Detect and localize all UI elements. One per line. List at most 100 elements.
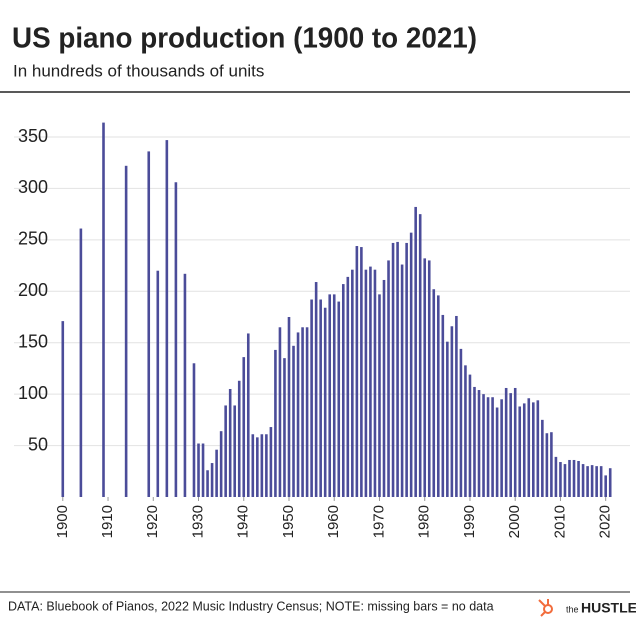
bar bbox=[287, 317, 291, 497]
bar bbox=[102, 122, 105, 497]
bar bbox=[432, 289, 436, 497]
bar bbox=[541, 419, 544, 497]
bar bbox=[260, 434, 264, 497]
bar bbox=[554, 456, 558, 497]
bar bbox=[436, 295, 440, 497]
bar bbox=[604, 475, 607, 497]
bar bbox=[572, 459, 576, 497]
bar bbox=[391, 242, 395, 497]
bar bbox=[409, 232, 413, 497]
bar bbox=[595, 466, 598, 497]
bar bbox=[310, 299, 313, 497]
bar bbox=[378, 294, 381, 497]
bar bbox=[550, 432, 553, 497]
bar bbox=[305, 327, 309, 497]
bar bbox=[165, 140, 169, 498]
bar bbox=[197, 443, 200, 497]
bar bbox=[124, 165, 128, 498]
source-note: DATA: Bluebook of Pianos, 2022 Music Ind… bbox=[8, 599, 494, 613]
y-tick-label: 250 bbox=[18, 229, 48, 249]
bar bbox=[256, 437, 259, 497]
bar bbox=[527, 398, 531, 497]
bar bbox=[233, 405, 237, 497]
x-tick-label: 1960 bbox=[325, 505, 342, 538]
bar bbox=[577, 461, 580, 497]
brand-prefix: the bbox=[566, 604, 579, 614]
y-tick-label: 150 bbox=[18, 331, 48, 351]
bar bbox=[414, 206, 417, 497]
x-tick-label: 1900 bbox=[54, 505, 71, 538]
bar bbox=[536, 400, 540, 497]
bar bbox=[341, 284, 345, 497]
bar bbox=[581, 464, 585, 497]
bar bbox=[382, 279, 386, 497]
bar bbox=[147, 151, 151, 497]
bar bbox=[473, 386, 476, 497]
bar bbox=[586, 466, 589, 497]
x-tick-label: 1980 bbox=[416, 505, 433, 538]
bar bbox=[559, 462, 562, 497]
bar bbox=[210, 463, 214, 497]
bar bbox=[206, 470, 209, 497]
bar bbox=[491, 397, 494, 497]
bar bbox=[301, 327, 304, 497]
bar bbox=[455, 315, 458, 497]
bar bbox=[224, 405, 227, 497]
bar bbox=[283, 358, 286, 497]
bar bbox=[337, 301, 341, 497]
bar bbox=[355, 246, 359, 497]
bar bbox=[518, 406, 522, 497]
bar bbox=[504, 387, 508, 497]
bar bbox=[296, 332, 300, 497]
bar bbox=[495, 407, 499, 497]
bar bbox=[246, 333, 250, 497]
brand-name: HUSTLE bbox=[581, 600, 636, 616]
bar bbox=[369, 266, 372, 497]
bar bbox=[509, 393, 512, 497]
y-tick-label: 300 bbox=[18, 177, 48, 197]
y-tick-label: 50 bbox=[28, 434, 48, 454]
bar bbox=[441, 314, 445, 497]
bar bbox=[482, 394, 485, 497]
bar bbox=[319, 299, 322, 497]
bar bbox=[486, 397, 490, 497]
bar bbox=[242, 357, 246, 497]
bar bbox=[251, 434, 255, 497]
bar bbox=[446, 341, 449, 497]
x-tick-label: 1920 bbox=[144, 505, 161, 538]
bar bbox=[477, 390, 481, 497]
bar bbox=[599, 466, 603, 497]
x-tick-label: 1910 bbox=[99, 505, 116, 538]
bar bbox=[346, 276, 350, 497]
bar bbox=[568, 459, 571, 497]
bar bbox=[274, 349, 277, 497]
bar bbox=[269, 427, 273, 497]
bar bbox=[459, 348, 463, 497]
y-tick-label: 100 bbox=[18, 383, 48, 403]
bar bbox=[314, 282, 318, 497]
x-tick-label: 1940 bbox=[235, 505, 252, 538]
bar bbox=[292, 345, 295, 497]
x-tick-label: 1950 bbox=[280, 505, 297, 538]
bar bbox=[219, 431, 223, 497]
bar bbox=[418, 214, 422, 497]
bar bbox=[450, 326, 454, 497]
bar bbox=[192, 363, 196, 497]
bar bbox=[513, 387, 517, 497]
bar bbox=[464, 365, 467, 497]
x-tick-label: 2000 bbox=[506, 505, 523, 538]
bar bbox=[405, 242, 408, 497]
y-tick-label: 350 bbox=[18, 126, 48, 146]
x-tick-label: 2020 bbox=[597, 505, 614, 538]
bar bbox=[608, 468, 612, 497]
bar bbox=[500, 399, 503, 497]
bar bbox=[522, 403, 526, 497]
bar bbox=[183, 273, 187, 497]
bar bbox=[468, 374, 472, 497]
bar bbox=[174, 182, 178, 497]
bar bbox=[156, 270, 160, 497]
bar bbox=[590, 465, 594, 497]
chart-title: US piano production (1900 to 2021) bbox=[12, 23, 477, 55]
bar bbox=[373, 269, 377, 497]
